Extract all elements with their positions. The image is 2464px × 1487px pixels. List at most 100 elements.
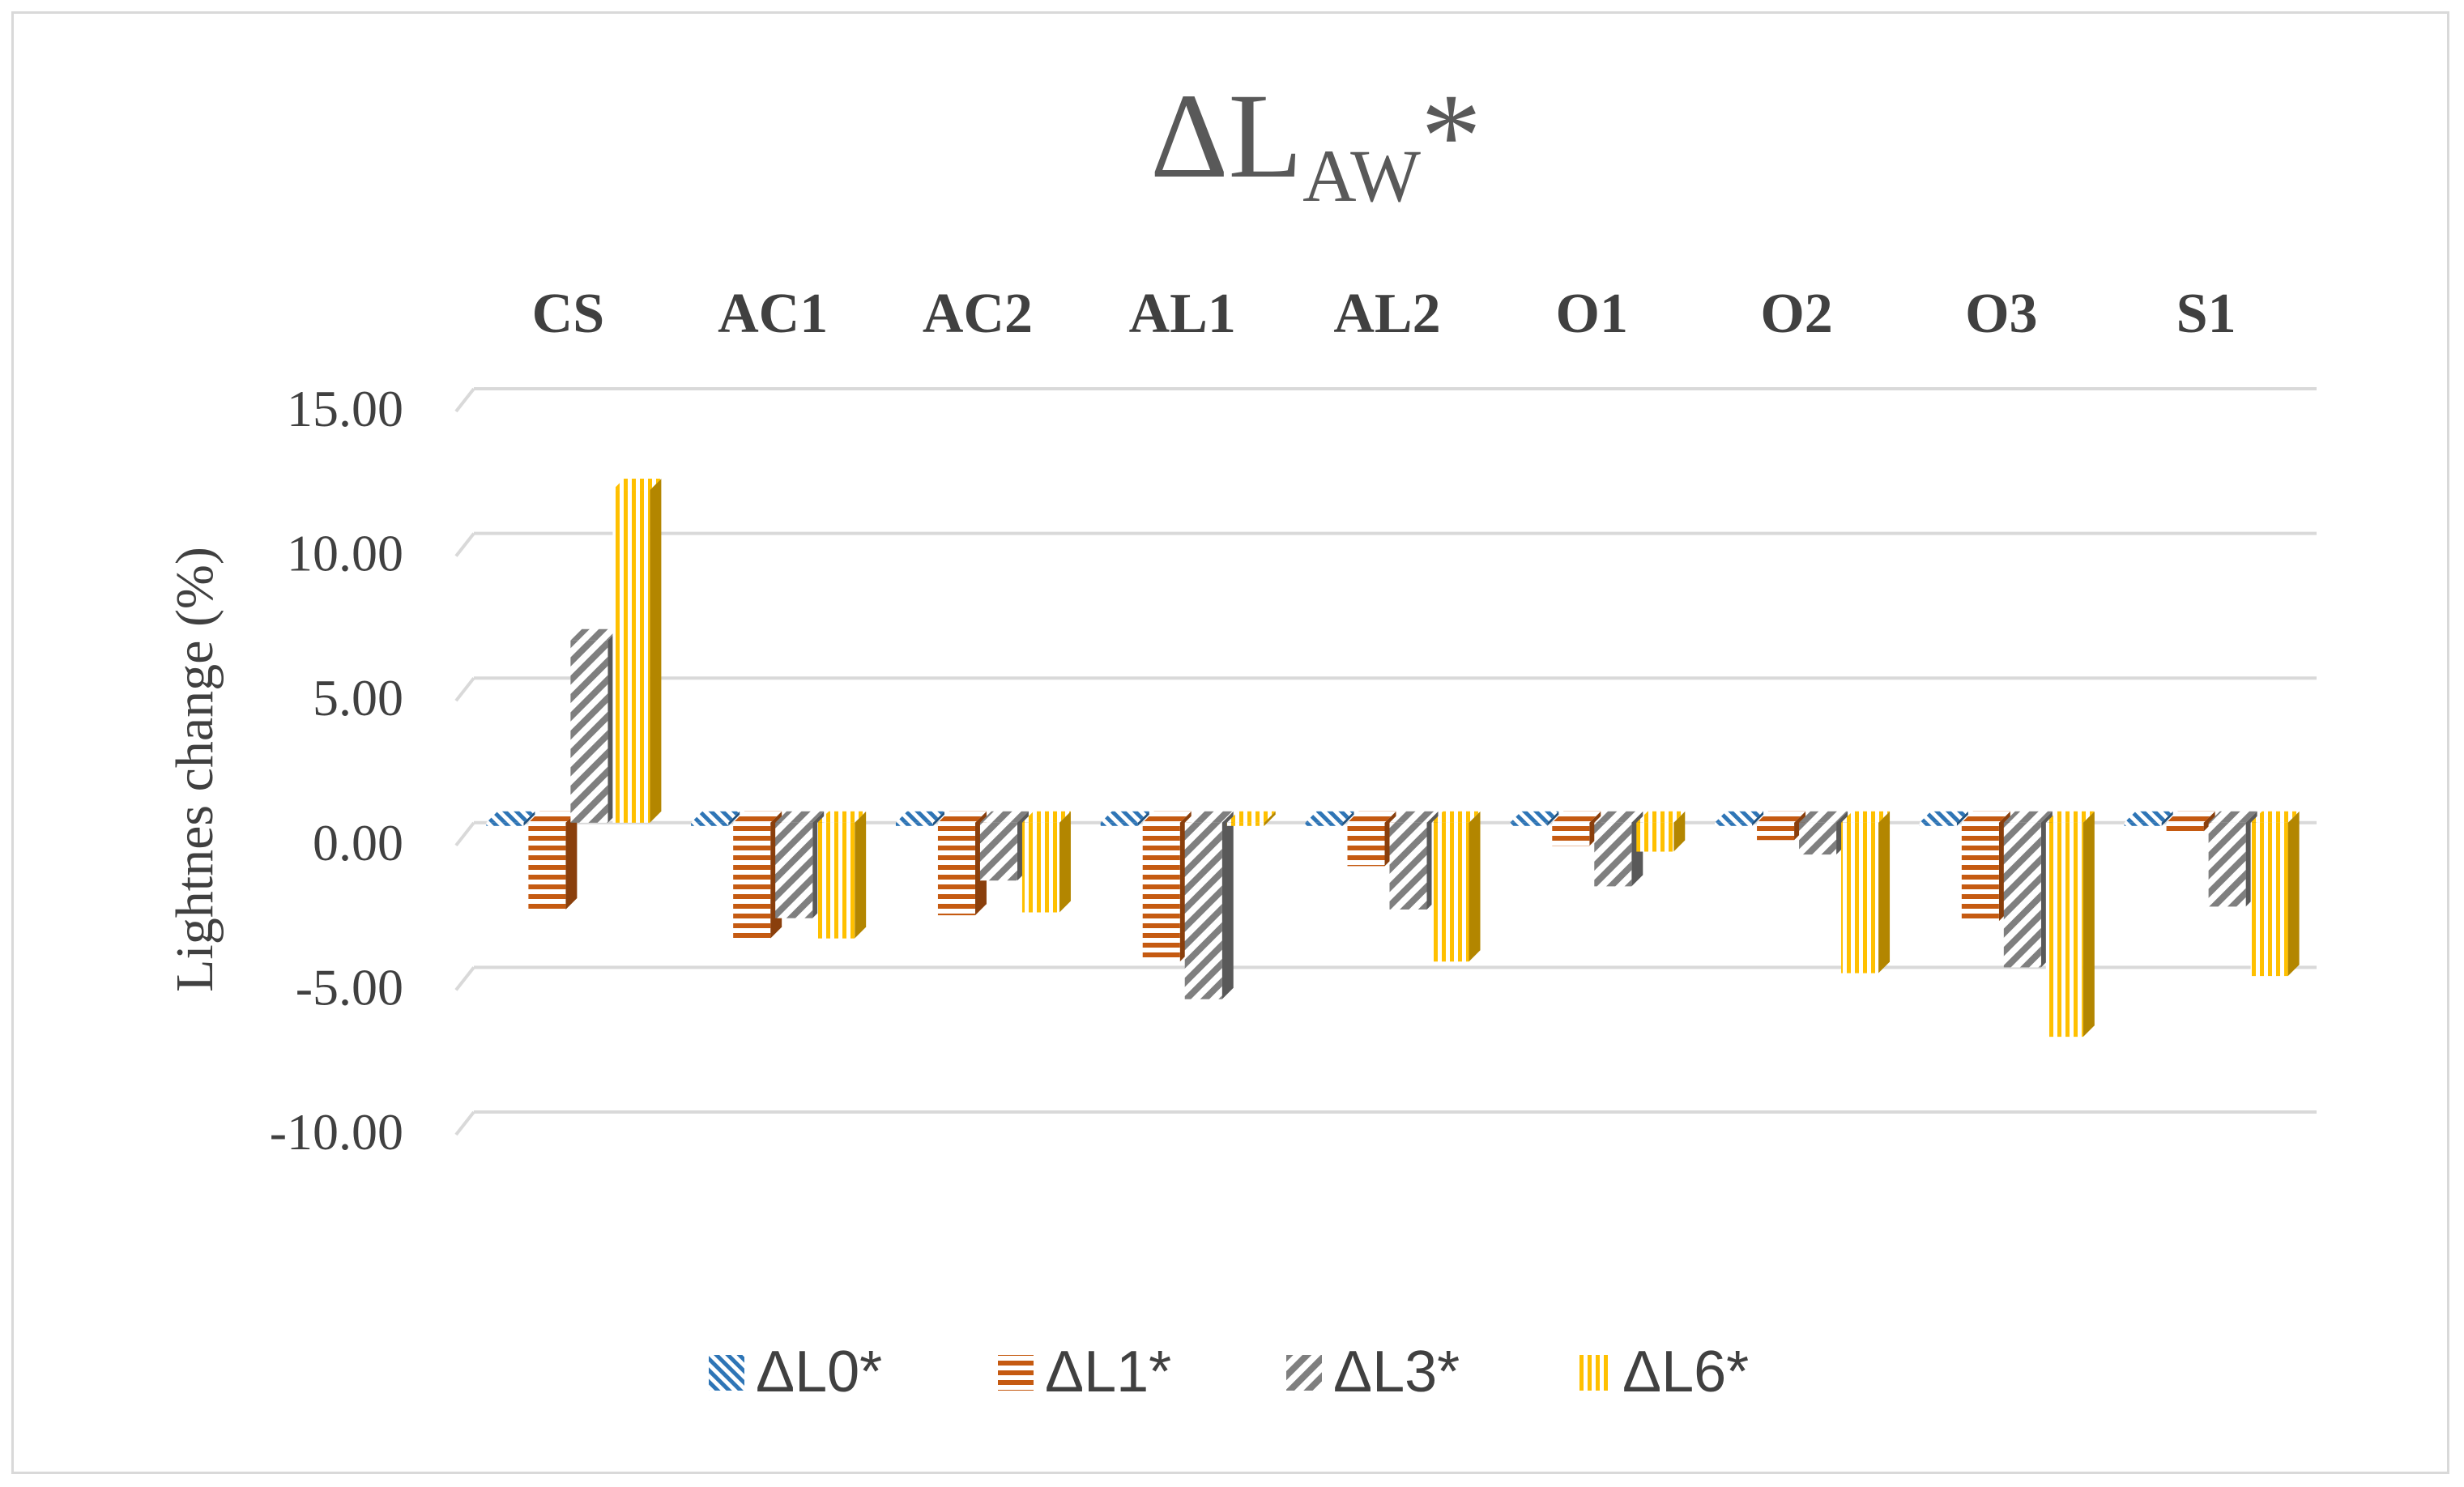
bar-top — [1961, 811, 2010, 823]
bar — [486, 811, 535, 826]
bar-top — [775, 811, 825, 823]
bar-front — [1226, 822, 1264, 826]
bar — [1510, 811, 1559, 826]
bar-top — [691, 811, 740, 823]
bar-top — [1757, 811, 1806, 823]
bar-side — [565, 811, 578, 910]
bar-front — [1305, 822, 1343, 826]
legend-swatch — [998, 1355, 1034, 1391]
bar — [733, 811, 782, 939]
bar-top — [1184, 811, 1234, 823]
legend-item: ΔL3* — [1286, 1340, 1460, 1404]
gridline-depth — [454, 387, 475, 413]
bar-front — [612, 490, 650, 823]
bar-side — [1342, 811, 1354, 826]
bar-front — [1510, 822, 1548, 826]
bar — [1100, 811, 1149, 826]
bar-front — [1552, 822, 1590, 846]
bar-top — [937, 811, 987, 823]
bar — [817, 811, 867, 939]
bar-front — [528, 822, 566, 910]
bar — [1305, 811, 1354, 826]
bar-top — [1510, 811, 1559, 823]
bar-side — [1059, 811, 1071, 913]
category-label: O3 — [1965, 283, 2037, 345]
bar — [1636, 811, 1686, 852]
chart-title: ΔLAW* — [1150, 69, 1481, 217]
bar-top — [2003, 811, 2053, 823]
bar-front — [1715, 822, 1753, 826]
bar — [570, 628, 620, 823]
bar-top — [1841, 811, 1891, 823]
bar-front — [979, 822, 1017, 881]
bar — [1431, 811, 1481, 962]
bar-top — [733, 811, 782, 823]
bar — [1799, 811, 1848, 855]
bar — [2208, 811, 2257, 907]
bar-top — [1715, 811, 1764, 823]
legend-swatch — [1286, 1355, 1322, 1391]
bar-top — [1552, 811, 1601, 823]
bar-front — [775, 822, 813, 918]
bar-front — [691, 822, 729, 826]
gridline-depth — [454, 966, 475, 991]
bar-front — [1347, 822, 1385, 867]
category-label: AC1 — [718, 283, 828, 345]
bar-side — [1469, 811, 1481, 962]
y-tick-label: 10.00 — [287, 525, 403, 582]
bar-top — [1431, 811, 1481, 823]
legend-item: ΔL6* — [1575, 1340, 1749, 1404]
bar-side — [2161, 811, 2173, 826]
bar-top — [1142, 811, 1192, 823]
bar-front — [937, 822, 975, 916]
category-label: AL2 — [1333, 283, 1440, 345]
chart-title-main: ΔL — [1150, 69, 1302, 203]
bar-top — [1799, 811, 1848, 823]
bar — [1142, 811, 1192, 962]
bar-side — [1878, 811, 1891, 974]
bar-top — [1389, 811, 1439, 823]
y-tick-label: -10.00 — [270, 1103, 403, 1161]
bar-front — [2045, 822, 2083, 1037]
bar-top — [817, 811, 867, 823]
bar — [979, 811, 1029, 881]
bar-top — [486, 811, 535, 823]
bar-front — [1757, 822, 1795, 841]
bar-top — [2124, 811, 2173, 823]
bar — [2124, 811, 2173, 826]
bar-side — [855, 811, 867, 939]
bar-front — [1799, 822, 1837, 855]
bar — [1919, 811, 1968, 826]
bar — [1715, 811, 1764, 826]
legend-label: ΔL6* — [1622, 1340, 1749, 1404]
y-tick-label: 5.00 — [313, 669, 403, 726]
bar-top — [1100, 811, 1149, 823]
bar-side — [1673, 811, 1686, 852]
legend-item: ΔL0* — [709, 1340, 882, 1404]
bar-front — [1100, 822, 1138, 826]
category-label: AL1 — [1129, 283, 1236, 345]
legend-swatch — [1575, 1355, 1611, 1391]
gridlines — [454, 387, 2317, 1136]
bar-top — [2208, 811, 2257, 823]
bar-front — [1389, 822, 1427, 910]
bar-top — [2166, 811, 2215, 823]
bar-side — [2203, 811, 2215, 832]
bar-top — [979, 811, 1029, 823]
bar — [1757, 811, 1806, 841]
chart-frame — [11, 11, 2449, 1474]
bar — [1961, 811, 2010, 922]
legend-item: ΔL1* — [998, 1340, 1171, 1404]
bar-top — [612, 479, 662, 491]
bar-front — [1594, 822, 1632, 887]
bar — [2166, 811, 2215, 832]
bar-top — [2045, 811, 2095, 823]
bar — [528, 811, 578, 910]
bar — [612, 479, 662, 823]
bar — [1021, 811, 1071, 913]
bar — [2250, 811, 2300, 977]
bar — [895, 811, 944, 826]
category-label: S1 — [2176, 283, 2236, 345]
bar — [1594, 811, 1643, 887]
bar — [937, 811, 987, 916]
